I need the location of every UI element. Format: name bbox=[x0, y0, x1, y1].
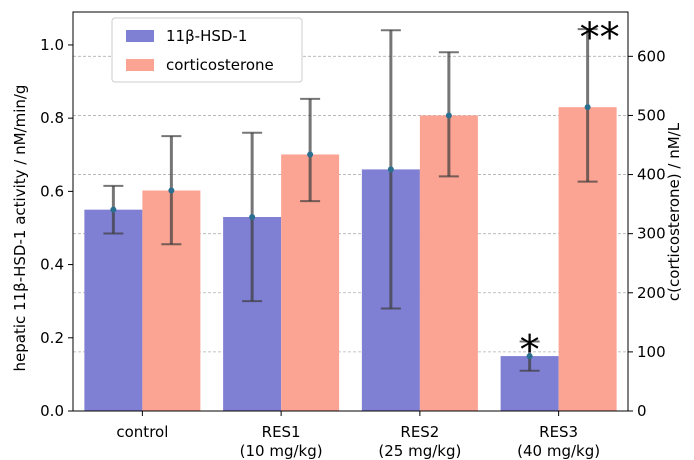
significance-marker-1: ** bbox=[580, 15, 620, 61]
x-tick-label-3-1: (40 mg/kg) bbox=[517, 442, 600, 460]
legend-label-hsd: 11β-HSD-1 bbox=[166, 27, 247, 45]
y-tick-label-left-0.4: 0.4 bbox=[40, 256, 64, 274]
legend-box bbox=[111, 17, 303, 83]
mean-point-1-2 bbox=[445, 112, 452, 119]
bar-hsd-0 bbox=[84, 209, 143, 411]
y-tick-label-right-100: 100 bbox=[637, 343, 666, 361]
axes bbox=[68, 11, 633, 416]
y-tick-label-right-400: 400 bbox=[637, 166, 666, 184]
y-tick-label-right-300: 300 bbox=[637, 225, 666, 243]
x-tick-label-1-0: RES1 bbox=[262, 423, 301, 441]
x-tick-label-2-1: (25 mg/kg) bbox=[378, 442, 461, 460]
mean-point-1-3 bbox=[584, 104, 591, 111]
y-tick-label-left-0.6: 0.6 bbox=[40, 182, 64, 200]
legend-label-corticosterone: corticosterone bbox=[166, 56, 274, 74]
y-axis-label-left: hepatic 11β-HSD-1 activity / nM/min/g bbox=[11, 85, 29, 372]
plot-frame bbox=[72, 11, 629, 412]
y-tick-label-left-0.0: 0.0 bbox=[40, 402, 64, 420]
mean-point-0-1 bbox=[249, 213, 256, 220]
significance-marker-0: * bbox=[520, 327, 540, 373]
tick-labels: control RES1(10 mg/kg) RES2(25 mg/kg) RES3(… bbox=[40, 36, 666, 460]
mean-point-0-3 bbox=[526, 353, 533, 360]
y-tick-label-left-0.8: 0.8 bbox=[40, 109, 64, 127]
y-tick-label-right-500: 500 bbox=[637, 106, 666, 124]
mean-point-1-1 bbox=[307, 151, 314, 158]
legend: 11β-HSD-1 corticosterone bbox=[111, 17, 303, 83]
mean-point-0-2 bbox=[387, 166, 394, 173]
y-tick-label-left-0.2: 0.2 bbox=[40, 329, 64, 347]
y-axis-label-right: c(corticosterone) / nM/L bbox=[665, 122, 683, 301]
x-tick-label-1-1: (10 mg/kg) bbox=[240, 442, 323, 460]
x-tick-label-2-0: RES2 bbox=[400, 423, 439, 441]
y-tick-label-right-200: 200 bbox=[637, 284, 666, 302]
y-tick-label-right-600: 600 bbox=[637, 47, 666, 65]
legend-swatch-hsd bbox=[126, 30, 154, 42]
mean-point-0-0 bbox=[110, 206, 117, 213]
y-tick-label-right-0: 0 bbox=[637, 402, 647, 420]
y-tick-label-left-1.0: 1.0 bbox=[40, 36, 64, 54]
x-tick-label-0-0: control bbox=[116, 423, 168, 441]
x-tick-label-3-0: RES3 bbox=[539, 423, 578, 441]
mean-point-1-0 bbox=[168, 187, 175, 194]
error-bars bbox=[103, 28, 598, 372]
annotations: *** bbox=[520, 15, 620, 373]
legend-swatch-corticosterone bbox=[126, 59, 154, 71]
